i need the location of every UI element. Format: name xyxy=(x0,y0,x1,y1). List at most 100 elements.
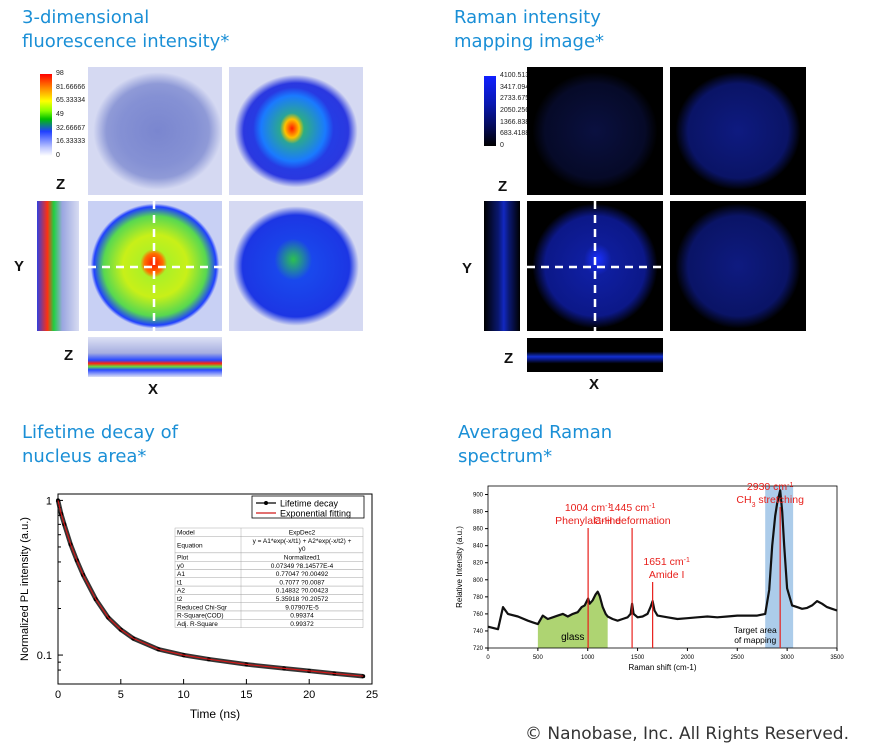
peak-label: 1651 cm-1 xyxy=(643,556,690,568)
y-axis-label: Normalized PL intensity (a.u.) xyxy=(19,517,31,661)
data-point xyxy=(361,674,366,679)
x-tick-label: 0 xyxy=(55,689,61,701)
fluorescence-z-label: Z xyxy=(56,176,66,193)
fit-table-value: 0.99372 xyxy=(290,621,314,628)
fit-table-key: R-Square(COD) xyxy=(177,613,224,620)
legend-label: Exponential fitting xyxy=(280,509,351,519)
fit-table-row xyxy=(174,585,364,595)
x-tick-label: 10 xyxy=(177,689,189,701)
raman-crosshair xyxy=(527,201,663,331)
fit-table-value: 0.7077 ?0.0087 xyxy=(279,579,325,586)
fluorescence-colorbar xyxy=(40,74,52,156)
raman-yz-side xyxy=(484,201,520,331)
fit-table-key: Adj. R-Square xyxy=(177,621,218,628)
fit-table-key: Reduced Chi-Sqr xyxy=(177,604,228,611)
y-tick-label: 860 xyxy=(473,527,484,533)
target-area-label: Target area xyxy=(734,625,777,635)
y-tick-label: 1 xyxy=(46,495,52,507)
glass-region xyxy=(537,591,608,648)
fit-table-value: 0.77047 ?0.00492 xyxy=(276,571,329,578)
fluorescence-xz-bottom xyxy=(88,337,222,377)
colorbar-tick-label: 65.33334 xyxy=(56,97,86,105)
fit-table-value: ExpDec2 xyxy=(289,530,316,537)
target-area-band xyxy=(765,486,794,648)
raman-y-label: Y xyxy=(462,260,473,277)
spectrum-background xyxy=(440,478,871,698)
colorbar-tick-label: 4100.513 xyxy=(500,72,530,79)
colorbar-tick-label: 0 xyxy=(56,152,60,159)
legend-box xyxy=(251,495,365,519)
x-axis-label: Raman shift (cm-1) xyxy=(628,663,696,672)
fit-table: Model ExpDec2 Equation y = A1*exp(-x/t1) + … xyxy=(174,527,364,628)
raman-x-label: X xyxy=(589,376,600,393)
fit-table-key: Equation xyxy=(177,542,203,549)
x-tick-label: 2000 xyxy=(681,655,695,661)
fit-table-key: t1 xyxy=(177,579,183,586)
fit-table-row xyxy=(174,527,364,537)
x-tick-label: 1000 xyxy=(581,655,595,661)
fluorescence-xy-center-right xyxy=(229,201,363,331)
x-tick-label: 3000 xyxy=(780,655,794,661)
fit-table-key: Plot xyxy=(177,555,188,562)
colorbar-tick-label: 1366.838 xyxy=(500,118,530,126)
peak-label: 1004 cm-1 xyxy=(565,502,612,514)
fit-table-row xyxy=(174,619,364,628)
y-axis-label: Relative Intensity (a.u.) xyxy=(455,526,464,608)
y-tick-label: 740 xyxy=(473,629,484,635)
x-tick-label: 25 xyxy=(366,689,378,701)
x-tick-label: 2500 xyxy=(731,655,745,661)
fit-table-value: y = A1*exp(-x/t1) + A2*exp(-x/t2) + xyxy=(253,538,352,545)
x-tick-label: 1500 xyxy=(631,655,645,661)
colorbar-tick-label: 0 xyxy=(500,142,504,149)
raman-spectrum-title: Averaged Raman spectrum* xyxy=(458,422,613,467)
peak-assignment: Amide I xyxy=(649,569,685,581)
raman-z-label: Z xyxy=(498,178,508,195)
fit-table-key: t2 xyxy=(177,596,183,603)
raman-colorbar-ticks: 4100.513 3417.094 2733.675 2050.256 1366.838… xyxy=(486,72,530,152)
y-tick-label: 880 xyxy=(473,510,484,516)
legend-marker xyxy=(264,501,268,505)
peak-label: 2930 cm-1 xyxy=(747,481,794,493)
fit-table-row xyxy=(174,560,364,570)
fit-table-value: 0.07349 ?8.14577E-4 xyxy=(271,563,334,570)
fluorescence-x-label: X xyxy=(148,381,159,398)
fluorescence-y-label: Y xyxy=(14,258,25,275)
fit-table-value: 0.14832 ?0.00423 xyxy=(276,588,329,595)
fit-table-key: A2 xyxy=(177,588,185,595)
fluorescence-xy-top-left xyxy=(88,67,222,195)
colorbar-tick-label: 2733.675 xyxy=(500,95,530,103)
fit-table-value: 5.35918 ?0.20572 xyxy=(276,596,329,603)
raman-xy-center-right xyxy=(670,201,806,331)
colorbar-tick-label: 683.4188 xyxy=(500,130,530,138)
peak-label: 1445 cm-1 xyxy=(609,502,656,514)
fit-table-row xyxy=(174,569,364,579)
fit-table-value: y0 xyxy=(299,546,306,553)
raman-z2-label: Z xyxy=(504,350,514,367)
colorbar-tick-label: 49 xyxy=(56,111,64,118)
raman-spectrum-line xyxy=(487,489,838,631)
fit-table-value: 0.99374 xyxy=(290,613,314,620)
series-exponential-fitting xyxy=(57,500,364,677)
fit-table-row xyxy=(174,577,364,587)
colorbar-tick-label: 16.33333 xyxy=(56,138,86,146)
plot-frame xyxy=(487,485,838,649)
y-tick-label: 760 xyxy=(473,612,484,618)
glass-label: glass xyxy=(561,632,584,643)
peak-assignment: Phenylalanine xyxy=(555,515,621,527)
x-tick-label: 5 xyxy=(118,689,124,701)
fluorescence-xy-top-right xyxy=(229,67,363,195)
fit-table-key: y0 xyxy=(177,563,184,570)
raman-xz-bottom xyxy=(527,338,663,372)
x-tick-label: 15 xyxy=(240,689,252,701)
lifetime-title: Lifetime decay of nucleus area* xyxy=(22,422,178,467)
raman-xy-top-left xyxy=(527,67,663,195)
lifetime-decay-chart: 0 5 10 15 20 25 1 0.1 Time (ns) Normalized PL int… xyxy=(19,493,378,721)
fit-table-row xyxy=(174,552,364,562)
fluorescence-title: 3-dimensional fluorescence intensity* xyxy=(22,7,230,52)
y-tick-label: 0.1 xyxy=(37,650,52,662)
fluorescence-z2-label: Z xyxy=(64,347,74,364)
raman-spectrum-chart: 0 500 1000 1500 2000 2500 3000 3500 720 740 760 780… xyxy=(440,478,871,698)
y-tick-label: 800 xyxy=(473,578,484,584)
plot-frame xyxy=(57,493,373,685)
fit-table-value: 9.07907E-5 xyxy=(285,604,319,611)
